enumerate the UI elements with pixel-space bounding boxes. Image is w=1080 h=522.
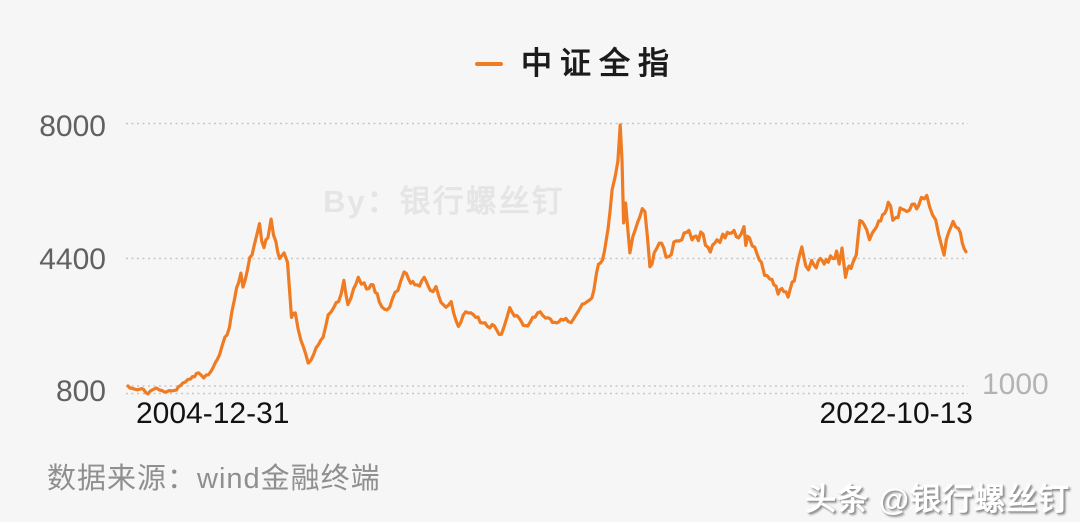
legend-line-icon bbox=[475, 62, 503, 66]
right-axis-tick-1000: 1000 bbox=[982, 368, 1049, 401]
y-axis-tick-800: 800 bbox=[55, 375, 106, 408]
legend[interactable]: 中证全指 bbox=[0, 46, 1080, 82]
x-axis-start-date: 2004-12-31 bbox=[136, 397, 290, 430]
x-axis-end-date: 2022-10-13 bbox=[819, 397, 973, 430]
watermark-corner: 头条 @银行螺丝钉 bbox=[805, 482, 1070, 517]
watermark-center: By：银行螺丝钉 bbox=[323, 184, 565, 219]
legend-label: 中证全指 bbox=[521, 46, 677, 81]
data-source-note: 数据来源：wind金融终端 bbox=[47, 463, 381, 495]
series-line bbox=[126, 123, 968, 396]
y-axis-tick-8000: 8000 bbox=[39, 110, 106, 143]
y-axis-tick-4400: 4400 bbox=[39, 243, 106, 276]
